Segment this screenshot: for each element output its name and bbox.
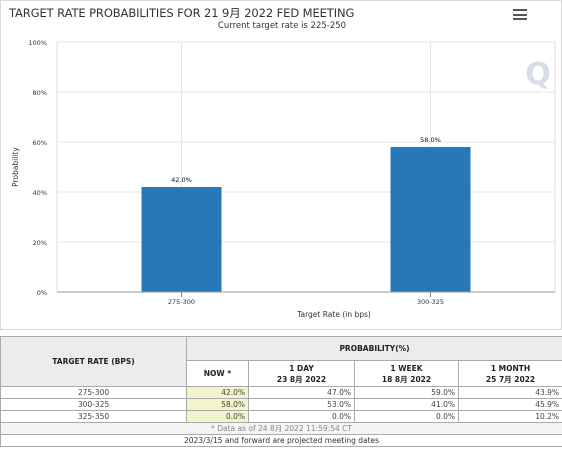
- row-1-month: 43.9%: [457, 386, 562, 399]
- chart-title: TARGET RATE PROBABILITIES FOR 21 9月 2022…: [9, 6, 355, 20]
- probability-table-panel: TARGET RATE (BPS) PROBABILITY(%) NOW * 1…: [0, 336, 562, 461]
- row-1-week: 59.0%: [354, 386, 459, 399]
- subheader-1-month: 1 MONTH 25 7月 2022: [457, 360, 562, 387]
- bar: [390, 147, 471, 292]
- y-tick-label: 100%: [28, 39, 47, 47]
- header-target-rate: TARGET RATE (BPS): [0, 336, 187, 387]
- row-now: 42.0%: [186, 386, 249, 399]
- bar-data-label: 58.0%: [420, 136, 441, 144]
- chart-panel: TARGET RATE PROBABILITIES FOR 21 9月 2022…: [0, 0, 562, 330]
- y-tick-label: 40%: [33, 189, 47, 197]
- row-1-day: 0.0%: [248, 410, 355, 423]
- row-now: 58.0%: [186, 398, 249, 411]
- x-tick-label: 275-300: [168, 298, 195, 306]
- hamburger-menu-icon[interactable]: [513, 9, 527, 21]
- projection-note: 2023/3/15 and forward are projected meet…: [0, 434, 562, 447]
- bar-data-label: 42.0%: [171, 176, 192, 184]
- bar: [141, 187, 222, 292]
- chart-subtitle: Current target rate is 225-250: [217, 21, 347, 31]
- subheader-1-day-label: 1 DAY: [289, 363, 314, 373]
- row-1-week: 41.0%: [354, 398, 459, 411]
- subheader-now-label: NOW *: [203, 369, 232, 378]
- y-tick-label: 0%: [37, 289, 47, 297]
- subheader-1-day-date: 23 8月 2022: [276, 374, 327, 384]
- subheader-1-week: 1 WEEK 18 8月 2022: [354, 360, 459, 387]
- row-1-month: 10.2%: [457, 410, 562, 423]
- subheader-1-month-date: 25 7月 2022: [485, 374, 536, 384]
- row-rate: 325-350: [0, 410, 187, 423]
- row-now: 0.0%: [186, 410, 249, 423]
- x-tick-label: 300-325: [417, 298, 444, 306]
- subheader-1-month-label: 1 MONTH: [490, 363, 531, 373]
- y-axis-label: Probability: [11, 147, 20, 187]
- q-watermark-icon: Q: [525, 57, 551, 92]
- row-1-month: 45.9%: [457, 398, 562, 411]
- row-rate: 300-325: [0, 398, 187, 411]
- y-tick-label: 60%: [33, 139, 47, 147]
- row-1-day: 53.0%: [248, 398, 355, 411]
- plot-area: [56, 41, 556, 293]
- table-row: 300-325 58.0% 53.0% 41.0% 45.9%: [0, 398, 562, 411]
- y-tick-label: 80%: [33, 89, 47, 97]
- data-timestamp-footnote: * Data as of 24 8月 2022 11:59:54 CT: [0, 422, 562, 435]
- table-row: 325-350 0.0% 0.0% 0.0% 10.2%: [0, 410, 562, 423]
- y-tick-label: 20%: [33, 239, 47, 247]
- x-axis-label: Target Rate (in bps): [296, 310, 371, 319]
- bar-chart: Q 0% 20% 40% 60% 80% 100% 42.0% 275-300 58.0% 300-…: [11, 39, 556, 319]
- subheader-1-day: 1 DAY 23 8月 2022: [248, 360, 355, 387]
- table-row: 275-300 42.0% 47.0% 59.0% 43.9%: [0, 386, 562, 399]
- header-probability: PROBABILITY(%): [185, 336, 562, 361]
- probability-table: TARGET RATE (BPS) PROBABILITY(%) NOW * 1…: [0, 336, 562, 447]
- subheader-now: NOW *: [186, 360, 249, 387]
- row-1-week: 0.0%: [354, 410, 459, 423]
- subheader-1-week-date: 18 8月 2022: [381, 374, 432, 384]
- row-1-day: 47.0%: [248, 386, 355, 399]
- row-rate: 275-300: [0, 386, 187, 399]
- subheader-1-week-label: 1 WEEK: [390, 363, 423, 373]
